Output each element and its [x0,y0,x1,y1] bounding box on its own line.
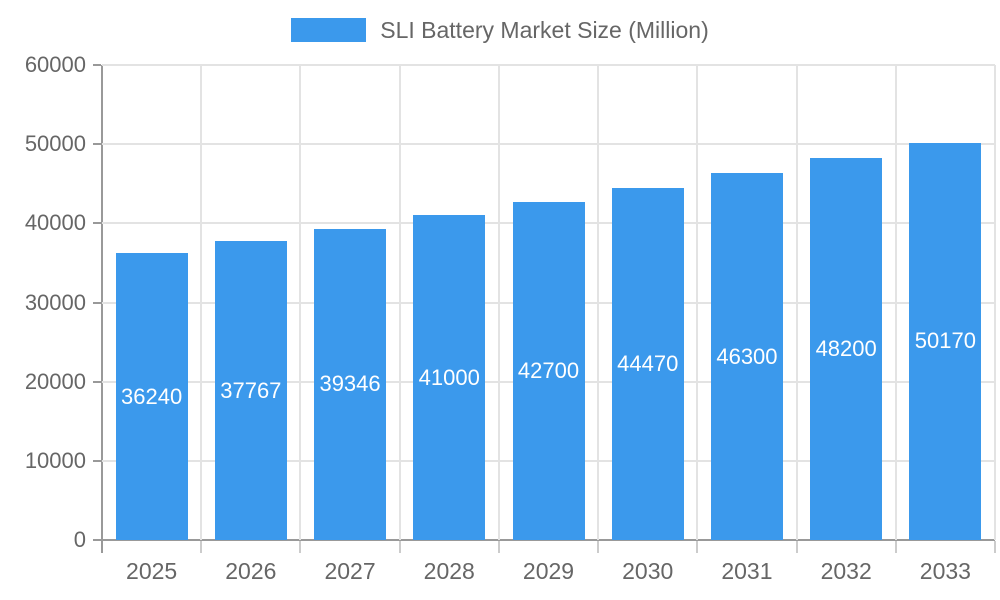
y-axis-label: 10000 [24,447,86,473]
legend-label: SLI Battery Market Size (Million) [380,17,709,43]
y-axis-label: 40000 [24,210,86,236]
x-axis-tick [894,541,897,553]
bar-value-label: 41000 [418,364,480,390]
v-gridline [994,65,996,540]
v-gridline [696,65,699,540]
x-axis-tick [696,541,699,553]
bar-2032[interactable]: 48200 [810,158,883,540]
y-axis-tick [93,380,101,383]
x-axis-label: 2026 [225,558,277,584]
y-axis-tick [93,143,101,146]
y-axis-label: 20000 [24,368,86,394]
bar-2030[interactable]: 44470 [611,187,684,540]
y-axis-tick [93,539,101,541]
legend[interactable]: SLI Battery Market Size (Million) [0,18,1000,42]
x-axis-label: 2031 [721,558,773,584]
bar-2028[interactable]: 41000 [413,215,486,540]
y-axis-label: 30000 [24,289,86,315]
y-axis-tick [93,459,101,462]
bar-2025[interactable]: 36240 [115,253,188,540]
bar-value-label: 42700 [517,357,580,383]
bar-2026[interactable]: 37767 [214,241,287,540]
bar-value-label: 46300 [716,343,778,369]
v-gridline [200,65,203,540]
y-axis-tick [93,222,101,225]
h-gridline [102,143,995,146]
y-axis-label: 50000 [24,131,86,157]
v-gridline [398,65,401,540]
v-gridline [894,65,897,540]
v-gridline [795,65,798,540]
x-axis-tick [994,541,996,553]
y-axis-tick [93,301,101,304]
bar-value-label: 50170 [914,328,976,354]
bar-value-label: 48200 [815,336,877,362]
bar-2027[interactable]: 39346 [314,228,387,540]
x-axis-label: 2033 [919,558,971,584]
plot-area: 36240 37767 39346 41000 42700 44470 46300 48200… [102,64,996,540]
h-gridline [102,64,995,66]
bar-2031[interactable]: 46300 [710,173,783,540]
legend-swatch [291,18,367,42]
x-axis-label: 2029 [522,558,575,584]
y-axis-tick [93,64,101,66]
bar-2033[interactable]: 50170 [909,142,982,540]
x-axis-tick [398,541,401,553]
x-axis-tick [497,541,500,553]
x-axis-tick [200,541,203,553]
bar-value-label: 44470 [617,350,679,376]
bar-2029[interactable]: 42700 [512,201,585,540]
bar-value-label: 36240 [121,383,183,409]
v-gridline [299,65,302,540]
x-axis-line [94,539,995,541]
x-axis-tick [795,541,798,553]
v-gridline [497,65,500,540]
bar-value-label: 37767 [220,377,282,403]
x-axis-tick [299,541,302,553]
x-axis-label: 2025 [126,558,178,584]
x-axis-label: 2028 [423,558,475,584]
x-axis-label: 2030 [622,558,674,584]
y-axis-line [101,65,103,553]
x-axis-label: 2027 [324,558,376,584]
y-axis-label: 60000 [24,52,86,77]
x-axis-label: 2032 [820,558,872,584]
bar-value-label: 39346 [319,371,381,397]
y-axis-label: 0 [73,527,86,552]
x-axis-tick [597,541,600,553]
v-gridline [597,65,600,540]
